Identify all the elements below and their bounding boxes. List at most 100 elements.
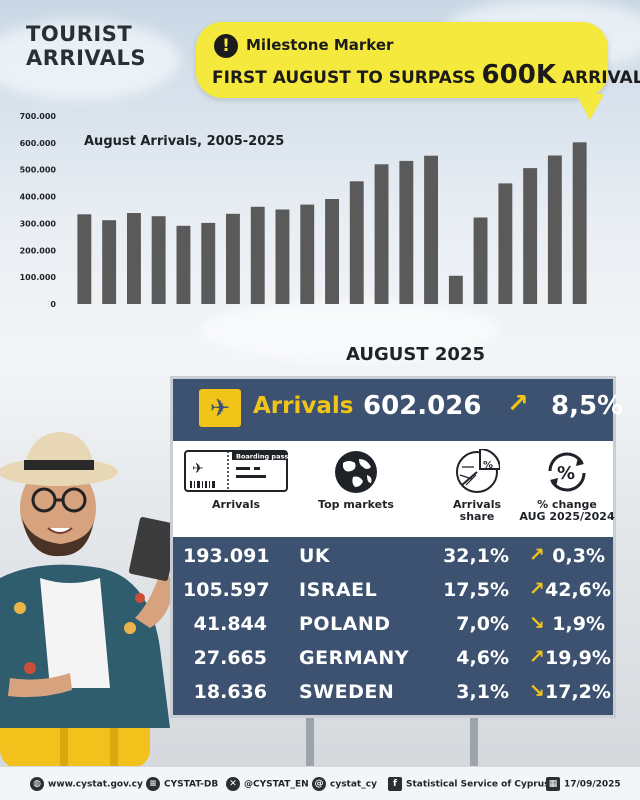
milestone-headline-big: 600K (481, 60, 556, 90)
column-label: Arrivals share (427, 499, 527, 523)
bar-2016 (349, 181, 364, 304)
arrow-up-right-icon: ↗ (529, 646, 545, 668)
table-row: 41.844 POLAND 7,0% ↘ 1,9% (173, 607, 613, 641)
market-arrivals: 18.636 (193, 681, 267, 703)
y-tick-label: 0 (50, 300, 56, 309)
column-percent-change: % % change AUG 2025/2024 (517, 441, 617, 537)
footer-facebook-text: Statistical Service of Cyprus (406, 779, 550, 790)
bar-2006 (102, 220, 117, 304)
y-tick-label: 300.000 (20, 219, 57, 228)
footer-x-text: @CYSTAT_EN (244, 779, 309, 790)
svg-text:%: % (483, 460, 493, 471)
footer-threads[interactable]: @ cystat_cy (312, 777, 377, 791)
market-change: 19,9% (545, 647, 611, 669)
percent-cycle-icon: % (548, 452, 586, 492)
plane-landing-icon: ✈ (199, 389, 241, 427)
board-pole (306, 718, 314, 770)
bar-2005 (77, 214, 92, 304)
bar-2023 (523, 168, 538, 304)
footer-date: ▦ 17/09/2025 (546, 777, 621, 791)
column-label-line-1: % change (537, 498, 597, 511)
chart-title: August Arrivals, 2005-2025 (84, 134, 285, 149)
market-share: 32,1% (443, 545, 509, 567)
milestone-label: Milestone Marker (246, 36, 394, 54)
arrivals-summary: ✈ Arrivals 602.026 ↗ 8,5% (173, 379, 623, 435)
speech-bubble-tail (576, 94, 604, 120)
footer-threads-text: cystat_cy (330, 779, 377, 790)
title-line-2: ARRIVALS (26, 46, 146, 70)
summary-value: 602.026 (363, 391, 482, 421)
globe-icon: ◍ (30, 777, 44, 791)
market-change: 1,9% (552, 613, 605, 635)
bar-2021 (473, 217, 488, 304)
column-top-markets: Top markets (301, 441, 411, 537)
bar-2025 (572, 142, 587, 304)
bar-2024 (547, 155, 562, 304)
milestone-banner: ! Milestone Marker FIRST AUGUST TO SURPA… (196, 22, 640, 120)
market-country: POLAND (299, 613, 391, 635)
summary-change: 8,5% (551, 391, 624, 421)
column-label-line-2: AUG 2025/2024 (519, 510, 615, 523)
market-change: 42,6% (545, 579, 611, 601)
boarding-pass-icon: Boarding pass ✈ (184, 450, 288, 492)
board-pole (470, 718, 478, 770)
market-share: 4,6% (456, 647, 509, 669)
footer-date-text: 17/09/2025 (564, 779, 621, 790)
august-arrivals-chart: 0 100.000 200.000 300.000 400.000 500.000 600.… (20, 112, 587, 309)
title-line-1: TOURIST (26, 22, 133, 46)
market-country: UK (299, 545, 331, 567)
page-title: TOURIST ARRIVALS (26, 22, 146, 70)
milestone-headline: FIRST AUGUST TO SURPASS 600K ARRIVALS (212, 60, 640, 90)
market-arrivals: 41.844 (193, 613, 267, 635)
arrow-down-right-icon: ↘ (529, 680, 545, 702)
passport (128, 517, 180, 581)
column-label: Arrivals (211, 498, 261, 511)
y-tick-label: 400.000 (20, 193, 57, 202)
arrivals-board: ✈ Arrivals 602.026 ↗ 8,5% Boarding pass … (170, 376, 623, 718)
bar-2022 (498, 183, 513, 304)
bar-2015 (325, 199, 339, 304)
market-arrivals: 193.091 (183, 545, 270, 567)
table-row: 105.597 ISRAEL 17,5% ↗ 42,6% (173, 573, 613, 607)
market-share: 3,1% (456, 681, 509, 703)
column-label: Top markets (318, 498, 394, 511)
market-share: 7,0% (456, 613, 509, 635)
face (20, 464, 96, 552)
market-share: 17,5% (443, 579, 509, 601)
column-label-line-1: Arrivals (452, 498, 502, 511)
market-change: 0,3% (552, 545, 605, 567)
bar-2020 (448, 275, 463, 304)
bar-2007 (127, 213, 141, 304)
column-label-line-2: share (459, 510, 495, 523)
globe-icon (335, 451, 377, 493)
footer-x[interactable]: ✕ @CYSTAT_EN (226, 777, 309, 791)
market-arrivals: 27.665 (193, 647, 267, 669)
bar-2014 (300, 204, 315, 304)
y-tick-label: 500.000 (20, 166, 57, 175)
calendar-icon: ▦ (546, 777, 560, 791)
column-arrivals: Boarding pass ✈ Arrivals (181, 441, 291, 537)
footer-website[interactable]: ◍ www.cystat.gov.cy (30, 777, 143, 791)
y-tick-label: 100.000 (20, 273, 57, 282)
y-tick-label: 200.000 (20, 246, 57, 255)
cloud (0, 20, 180, 100)
ticket-title: Boarding pass (236, 453, 288, 461)
arrow-down-right-icon: ↘ (529, 612, 545, 634)
bar-2019 (424, 155, 438, 304)
milestone-headline-part2: ARRIVALS (561, 68, 640, 88)
footer-facebook[interactable]: f Statistical Service of Cyprus (388, 777, 550, 791)
svg-text:%: % (557, 463, 575, 484)
footer: ◍ www.cystat.gov.cy ≡ CYSTAT-DB ✕ @CYSTAT_E… (0, 766, 640, 800)
market-country: GERMANY (299, 647, 409, 669)
arrow-up-right-icon: ↗ (529, 544, 545, 566)
footer-database[interactable]: ≡ CYSTAT-DB (146, 777, 218, 791)
bar-2018 (399, 160, 414, 304)
column-label: % change AUG 2025/2024 (517, 499, 617, 523)
table-row: 27.665 GERMANY 4,6% ↗ 19,9% (173, 641, 613, 675)
bar-2008 (151, 216, 166, 304)
database-icon: ≡ (146, 777, 160, 791)
bar-2011 (226, 213, 240, 304)
pie-chart-icon: % (456, 449, 500, 493)
market-country: ISRAEL (299, 579, 378, 601)
column-arrivals-share: % Arrivals share (427, 441, 527, 537)
